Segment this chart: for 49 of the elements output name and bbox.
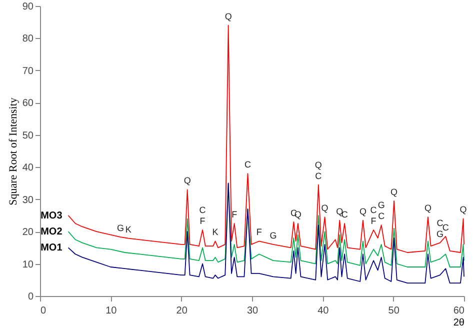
annotation: G (117, 223, 124, 234)
y-tick-label: 50 (22, 130, 34, 142)
annotation: Q (314, 160, 322, 170)
x-tick-label: 10 (106, 306, 118, 316)
x-tick-label: 50 (388, 306, 400, 316)
annotation: Q (321, 203, 328, 214)
y-tick-label: 30 (22, 194, 34, 206)
annotation: G (270, 230, 277, 240)
annotation: F (200, 216, 206, 226)
annotation: Q (224, 11, 232, 22)
x-tick-label: 0 (40, 306, 46, 316)
annotation: C (378, 211, 386, 222)
x-tick-label: 20 (176, 306, 188, 316)
annotation: Q (460, 204, 467, 215)
annotation: C (315, 170, 322, 181)
annotation: Q (336, 206, 344, 216)
y-tick-label: 80 (22, 34, 34, 45)
annotation: F (256, 227, 262, 238)
annotation: K (125, 224, 132, 234)
y-tick-label: 70 (22, 66, 34, 77)
y-tick-label: 10 (22, 259, 34, 270)
annotation: Q (390, 186, 398, 197)
line-series (68, 24, 464, 253)
annotation: G (436, 228, 444, 239)
x-axis-title: 2θ (453, 318, 465, 328)
annotation: C (436, 218, 444, 228)
series-label: MO3 (40, 210, 63, 222)
annotation: K (212, 227, 218, 238)
y-tick-label: 20 (22, 227, 34, 238)
y-axis-title: Square Root of Intensity (7, 97, 20, 206)
annotation: C (199, 204, 206, 215)
y-tick-label: 40 (22, 162, 34, 174)
annotation: Q (424, 203, 432, 214)
series-label: MO2 (40, 226, 63, 238)
annotation: Q (184, 176, 191, 186)
annotation: C (442, 222, 450, 232)
annotation: C (370, 204, 378, 215)
annotation: C (244, 160, 252, 170)
y-tick-label: 90 (22, 2, 34, 12)
x-tick-label: 60 (453, 306, 465, 316)
annotation: F (232, 210, 238, 220)
x-tick-label: 30 (246, 306, 258, 316)
y-tick-label: 0 (28, 292, 34, 302)
x-tick-label: 40 (318, 306, 330, 316)
series-label: MO1 (40, 242, 63, 254)
annotation: Q (359, 206, 366, 216)
y-tick-label: 60 (22, 98, 34, 110)
annotation: F (370, 216, 377, 226)
annotation: G (378, 200, 385, 210)
